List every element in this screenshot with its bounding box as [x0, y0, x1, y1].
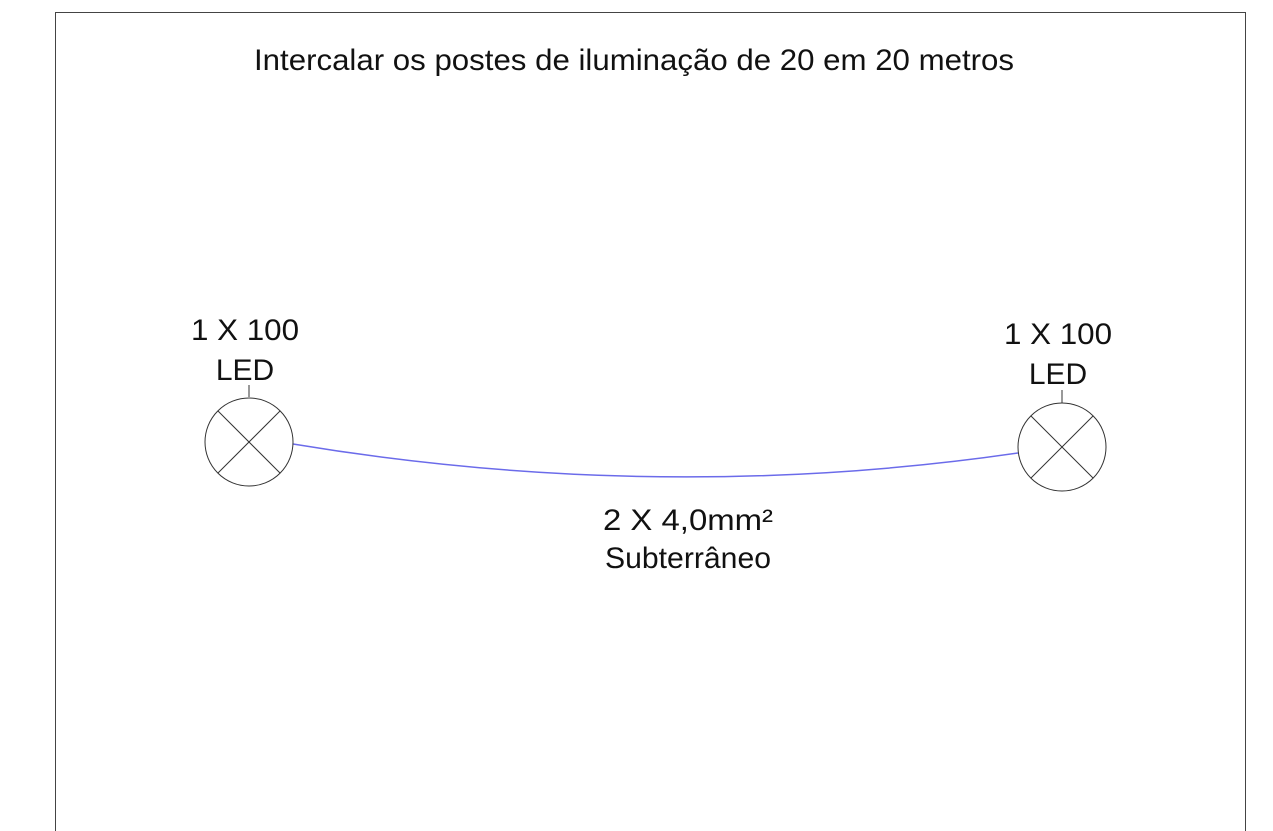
lamp-label: LED: [1029, 358, 1087, 391]
title: Intercalar os postes de iluminação de 20…: [254, 44, 1014, 77]
cable: [292, 443, 1019, 478]
lamp-circle: [1017, 402, 1107, 492]
lamp-circle: [204, 397, 294, 487]
lamp-label: 1 X 100: [191, 314, 299, 347]
frame: [55, 12, 1246, 831]
cable-label: 2 X 4,0mm²: [603, 504, 773, 537]
lamp: [204, 385, 294, 487]
lamp: [1017, 390, 1107, 492]
cable-label: Subterrâneo: [605, 542, 771, 575]
lamp-label: LED: [216, 354, 274, 387]
lamp-label: 1 X 100: [1004, 318, 1112, 351]
lamp-cross: [217, 410, 281, 474]
lamp-cross: [1030, 415, 1094, 479]
